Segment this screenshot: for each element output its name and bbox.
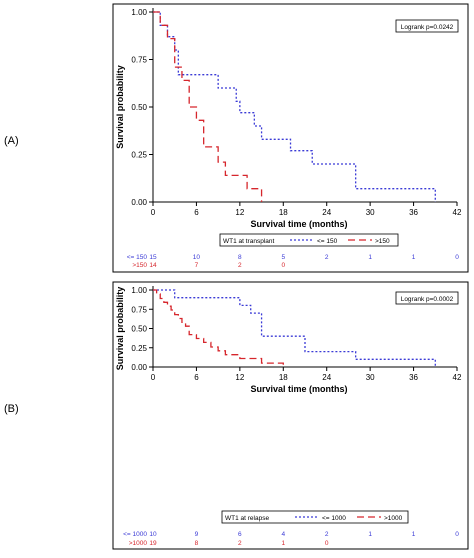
legend-entry-label: >150 [375,238,390,245]
risk-value: 8 [238,254,242,261]
risk-value: 1 [281,540,285,547]
risk-value: 2 [325,531,329,538]
risk-value: 7 [195,262,199,269]
x-tick-label: 24 [322,373,331,382]
risk-value: 1 [412,531,416,538]
legend-title: WT1 at transplant [223,238,274,245]
logrank-label: Logrank p=0.0242 [401,24,454,31]
risk-value: 10 [193,254,201,261]
panel-label: (A) [4,135,19,147]
risk-value: 0 [455,531,459,538]
x-tick-label: 30 [366,208,375,217]
y-axis-label: Survival probability [115,65,125,149]
x-tick-label: 6 [194,208,199,217]
panel-b: (B)0 6 12 18 24 30 36 420.000.250.500.751.00Sur… [4,281,469,550]
y-tick-label: 1.00 [131,8,147,17]
x-tick-label: 24 [322,208,331,217]
risk-value: 0 [325,540,329,547]
x-tick-label: 30 [366,373,375,382]
y-tick-label: 1.00 [131,286,147,295]
x-tick-label: 36 [409,208,418,217]
legend-title: WT1 at relapse [225,515,269,522]
risk-value: 5 [281,254,285,261]
y-tick-label: 0.25 [131,344,147,353]
x-tick-label: 6 [194,373,199,382]
risk-row-label: >1000 [129,540,148,547]
risk-value: 1 [368,531,372,538]
km-curve-series-2 [153,289,284,367]
x-tick-label: 42 [453,208,462,217]
panel-frame [112,3,469,273]
risk-value: 8 [195,540,199,547]
legend-box [219,233,399,247]
km-curve-series-1 [153,289,436,367]
risk-value: 2 [238,540,242,547]
x-tick-label: 12 [235,373,244,382]
risk-row-label: <= 1000 [123,531,147,538]
x-tick-label: 0 [151,208,156,217]
risk-value: 15 [149,254,157,261]
logrank-box [395,291,459,305]
risk-value: 2 [238,262,242,269]
x-axis-label: Survival time (months) [250,219,347,229]
x-tick-label: 36 [409,373,418,382]
y-tick-label: 0.00 [131,198,147,207]
logrank-box [395,19,459,33]
x-axis-label: Survival time (months) [250,384,347,394]
y-tick-label: 0.50 [131,103,147,112]
panel-a: (A)0 6 12 18 24 30 36 420.000.250.500.751.00Sur… [4,3,469,273]
risk-row-label: >150 [132,262,147,269]
panel-frame [112,281,469,550]
risk-value: 1 [368,254,372,261]
y-tick-label: 0.50 [131,325,147,334]
risk-value: 14 [149,262,157,269]
logrank-label: Logrank p=0.0002 [401,296,454,303]
risk-value: 4 [281,531,285,538]
x-tick-label: 42 [453,373,462,382]
x-tick-label: 18 [279,373,288,382]
legend-entry-label: >1000 [384,515,403,522]
risk-value: 2 [325,254,329,261]
legend-entry-label: <= 150 [317,238,338,245]
panel-label: (B) [4,403,19,415]
x-tick-label: 12 [235,208,244,217]
risk-value: 1 [412,254,416,261]
risk-value: 9 [195,531,199,538]
risk-value: 19 [149,540,157,547]
y-tick-label: 0.00 [131,363,147,372]
x-tick-label: 18 [279,208,288,217]
km-curve-series-2 [153,11,263,202]
y-tick-label: 0.25 [131,151,147,160]
x-tick-label: 0 [151,373,156,382]
risk-value: 6 [238,531,242,538]
risk-row-label: <= 150 [127,254,148,261]
risk-value: 0 [281,262,285,269]
y-tick-label: 0.75 [131,56,147,65]
km-curve-series-1 [153,11,436,202]
y-tick-label: 0.75 [131,305,147,314]
risk-value: 0 [455,254,459,261]
legend-entry-label: <= 1000 [322,515,346,522]
risk-value: 10 [149,531,157,538]
y-axis-label: Survival probability [115,287,125,371]
